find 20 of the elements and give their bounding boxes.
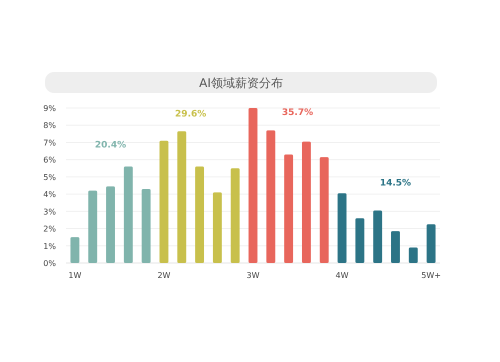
y-tick-label: 6%	[43, 156, 56, 165]
annotation: 29.6%	[175, 110, 206, 120]
y-tick-label: 0%	[43, 259, 56, 268]
annotation: 20.4%	[94, 140, 126, 151]
x-tick-label: 1W	[68, 271, 82, 280]
y-tick-label: 9%	[43, 104, 56, 113]
y-tick-label: 7%	[43, 138, 56, 148]
y-tick-label: 8%	[43, 121, 56, 130]
y-tick-label: 2%	[43, 224, 56, 234]
annotation: 35.7%	[282, 108, 314, 118]
y-tick-label: 3%	[43, 207, 56, 216]
y-tick-label: 1%	[43, 242, 56, 251]
x-tick-label: 2W	[157, 271, 171, 280]
x-tick-label: 5W+	[421, 271, 441, 280]
x-tick-label: 4W	[336, 271, 349, 280]
y-tick-label: 5%	[43, 172, 56, 182]
x-tick-label: 3W	[246, 271, 260, 280]
chart-title: AI领域薪资分布	[199, 76, 283, 90]
annotation: 14.5%	[380, 178, 412, 188]
y-tick-label: 4%	[43, 190, 56, 200]
